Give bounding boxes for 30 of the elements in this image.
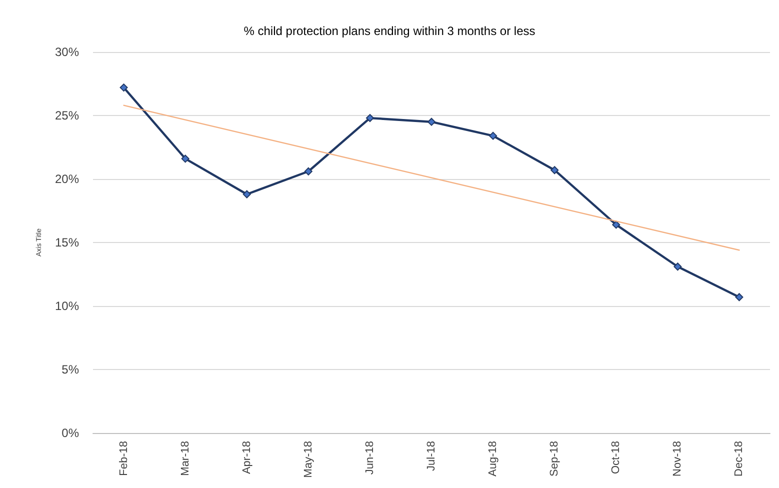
- x-tick-label: Dec-18: [733, 441, 746, 476]
- x-tick-label: Oct-18: [610, 441, 622, 474]
- point: [242, 190, 251, 198]
- y-tick-label: 15%: [54, 236, 80, 250]
- x-tick-label: Sep-18: [548, 441, 561, 476]
- point: [489, 132, 498, 140]
- x-tick-label: Nov-18: [672, 441, 684, 476]
- y-tick-label: 10%: [54, 299, 80, 313]
- x-tick-label: Mar-18: [179, 441, 192, 476]
- y-tick-label: 20%: [54, 172, 80, 186]
- x-tick-label: Apr-18: [240, 441, 253, 474]
- y-tick-label: 0%: [62, 426, 80, 440]
- point: [612, 220, 620, 229]
- point: [674, 262, 682, 271]
- x-tick-label: Jun-18: [364, 441, 376, 475]
- x-tick-label: May-18: [302, 441, 314, 478]
- point: [735, 293, 744, 302]
- point: [428, 118, 436, 126]
- y-tick-label: 5%: [62, 362, 80, 376]
- y-tick-label: 30%: [54, 45, 80, 59]
- y-tick-label: 25%: [54, 108, 80, 122]
- point: [120, 84, 128, 92]
- point: [181, 154, 190, 163]
- x-tick-label: Aug-18: [487, 441, 500, 476]
- x-tick-label: Feb-18: [118, 441, 130, 476]
- point: [550, 166, 559, 174]
- chart-title: % child protection plans ending within 3 months or less: [244, 24, 536, 38]
- point: [304, 167, 312, 176]
- x-tick-label: Jul-18: [426, 441, 438, 471]
- point: [366, 114, 374, 122]
